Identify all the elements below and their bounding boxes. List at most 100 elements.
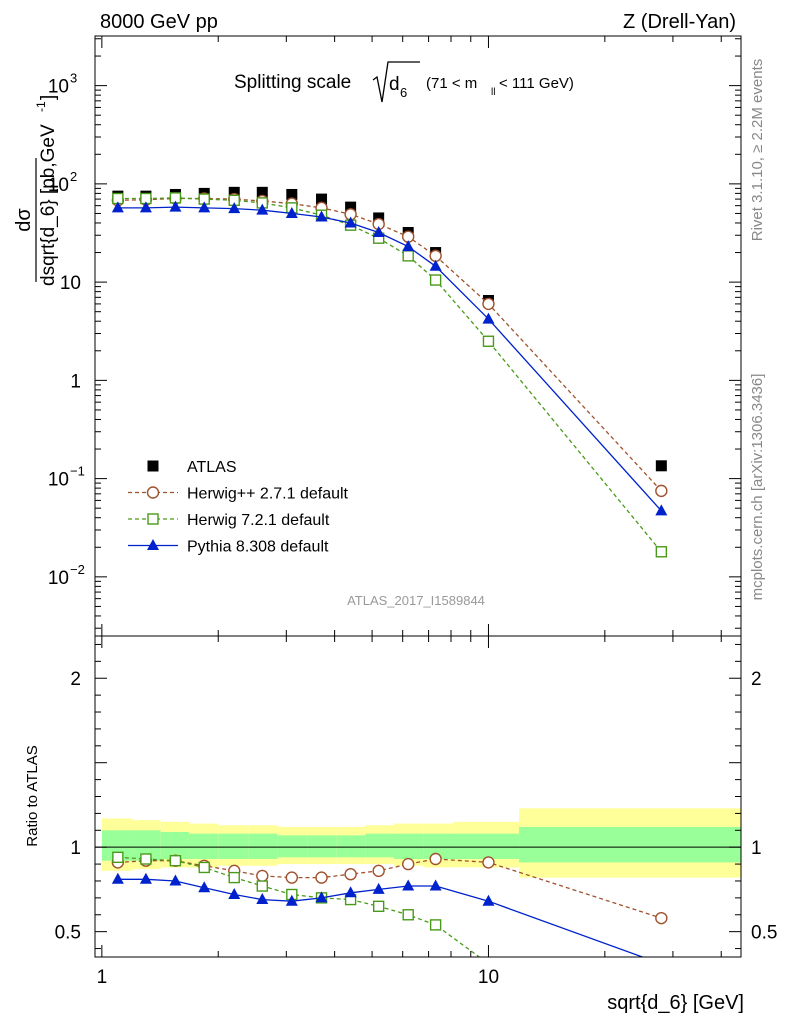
series-triangle (111, 200, 668, 516)
ratio-point (169, 855, 182, 867)
title-cut-post: < 111 GeV) (499, 75, 574, 92)
ratio-point (482, 856, 495, 869)
y-tick-label: 10 (60, 273, 81, 294)
data-point (655, 504, 668, 516)
ratio-y-tick-label-right: 0.5 (751, 923, 777, 944)
ratio-point (315, 871, 328, 884)
xlabel: sqrt{d_6} [GeV] (607, 992, 744, 1014)
uncertainty-band-inner (160, 831, 189, 860)
y-tick-label-base: 10 (48, 470, 69, 491)
ylabel-den: dsqrt{d_6} [pb,GeV (38, 124, 59, 286)
ratio-y-tick-label-right: 1 (751, 838, 762, 859)
header-left: 8000 GeV pp (100, 11, 218, 33)
y-tick-label: 1 (70, 371, 81, 392)
ratio-point (344, 868, 357, 881)
data-point (372, 225, 385, 237)
data-point (256, 203, 269, 215)
uncertainty-band-inner (218, 833, 249, 860)
ratio-point (228, 887, 241, 899)
ratio-point (429, 852, 442, 866)
ratio-point (429, 919, 442, 931)
legend-label: Herwig 7.2.1 default (187, 512, 330, 529)
data-point (655, 460, 667, 472)
ratio-y-tick-label: 1 (70, 838, 81, 859)
legend-marker (147, 513, 159, 525)
ratio-point (429, 879, 442, 891)
ratio-point (372, 900, 385, 913)
data-point (285, 206, 298, 218)
ratio-point (256, 869, 269, 883)
legend-item: Herwig 7.2.1 default (128, 512, 330, 529)
ratio-y-tick-label-right: 2 (751, 669, 762, 690)
uncertainty-band-inner (307, 835, 337, 858)
ratio-line (117, 878, 645, 957)
ratio-point (228, 871, 240, 884)
ratio-point (285, 871, 299, 884)
data-point (169, 200, 182, 212)
ratio-point (655, 911, 668, 925)
ratio-line (117, 856, 481, 957)
uncertainty-band-inner (453, 833, 520, 860)
ratio-point (482, 894, 495, 906)
ratio-point (285, 894, 298, 906)
header-right: Z (Drell-Yan) (623, 11, 736, 33)
title-var: d (389, 74, 400, 95)
data-point (402, 240, 415, 252)
ratio-panel: 1 10 0.5 0.5 1 1 2 2 Ratio to ATLAS sqrt{d_6} [… (24, 635, 777, 1014)
data-point (429, 259, 442, 271)
legend-marker (146, 486, 160, 499)
uncertainty-band-inner (277, 835, 308, 858)
data-point (402, 250, 414, 262)
main-ylabel: dσ dsqrt{d_6} [pb,GeV -1 ] (13, 95, 59, 286)
ratio-point (372, 882, 385, 894)
title-cut: (71 < m (426, 75, 477, 92)
legend-item: Herwig++ 2.7.1 default (128, 486, 349, 503)
data-point (655, 546, 668, 558)
data-point (139, 201, 152, 213)
ratio-point (402, 879, 415, 891)
y-tick-label-base: 10 (60, 273, 81, 294)
ratio-series-opensquare (112, 851, 481, 957)
y-tick-label-exp: 3 (70, 71, 77, 86)
y-tick-label: 10 −1 (48, 464, 85, 491)
ratio-frame (94, 635, 742, 958)
ratio-point (112, 851, 124, 864)
data-point (228, 186, 240, 198)
ratio-ylabel: Ratio to ATLAS (24, 745, 41, 846)
uncertainty-band-inner (519, 826, 741, 863)
ratio-series-triangle (111, 872, 645, 957)
title-cut-sub: ll (491, 87, 495, 98)
ylabel-sup: -1 (34, 101, 48, 112)
ratio-point (344, 886, 357, 898)
ratio-point (256, 880, 268, 892)
y-tick-label-base: 10 (48, 77, 69, 98)
data-point (198, 201, 211, 213)
y-tick-label-exp: −2 (70, 562, 85, 577)
ratio-point (401, 857, 415, 871)
ratio-point (111, 872, 124, 884)
plot-title: Splitting scale d 6 (71 < m ll < 111 GeV… (234, 61, 574, 103)
legend-marker (147, 460, 159, 472)
ratio-y-tick-label: 2 (70, 669, 81, 690)
mcplots-label: mcplots.cern.ch [arXiv:1306.3436] (749, 374, 766, 601)
legend-label: Herwig++ 2.7.1 default (187, 486, 349, 503)
legend-label: ATLAS (187, 459, 237, 476)
rivet-label: Rivet 3.1.10, ≥ 2.2M events (749, 59, 766, 242)
y-tick-label: 10 −2 (48, 562, 85, 589)
y-tick-label-exp: 2 (70, 169, 77, 184)
ratio-point (140, 853, 152, 865)
y-tick-label-base: 1 (70, 371, 81, 392)
ratio-point (198, 881, 211, 893)
uncertainty-band-inner (248, 833, 278, 860)
data-point (344, 216, 357, 228)
uncertainty-band-inner (188, 833, 219, 860)
series-opensquare (112, 192, 668, 558)
legend-item: Pythia 8.308 default (128, 539, 329, 556)
ratio-point (256, 893, 269, 905)
legend-label: Pythia 8.308 default (187, 539, 329, 556)
ratio-y-tick-label: 0.5 (55, 923, 81, 944)
x-tick-label: 10 (478, 967, 499, 988)
data-point (256, 186, 268, 198)
series-line (117, 197, 662, 492)
